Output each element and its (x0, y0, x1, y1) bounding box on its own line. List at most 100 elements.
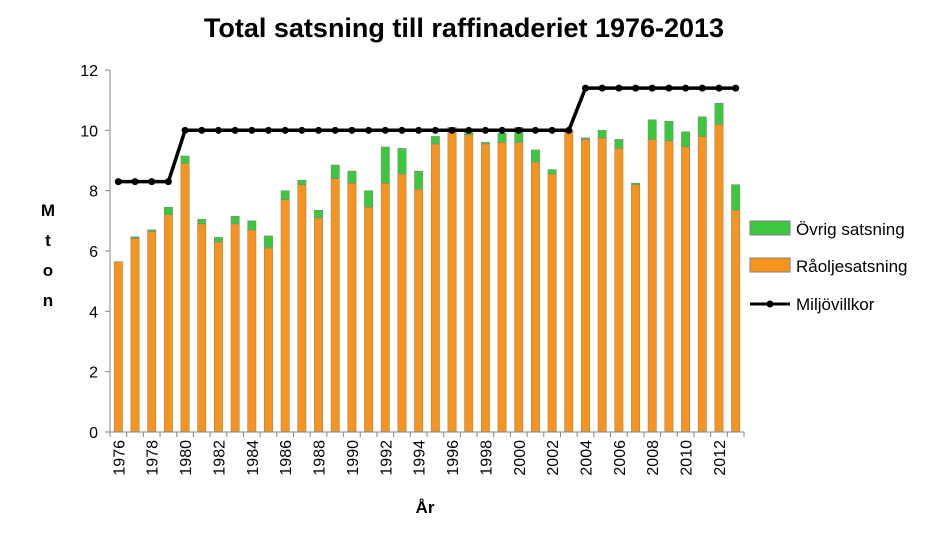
bar-ovrig-1981 (197, 219, 207, 225)
bar-raolje-1996 (447, 131, 457, 433)
point-miljovillkor-1986 (281, 126, 289, 134)
point-miljovillkor-1989 (331, 126, 339, 134)
bar-raolje-1983 (230, 223, 240, 433)
point-miljovillkor-1982 (214, 126, 222, 134)
bar-ovrig-1983 (230, 216, 240, 225)
point-miljovillkor-2000 (515, 126, 523, 134)
point-miljovillkor-1979 (164, 178, 172, 186)
point-miljovillkor-1980 (181, 126, 189, 134)
point-miljovillkor-1992 (381, 126, 389, 134)
point-miljovillkor-1983 (231, 126, 239, 134)
bar-raolje-2004 (581, 139, 590, 433)
bar-ovrig-2004 (581, 137, 590, 140)
x-tick-label: 2006 (612, 440, 629, 476)
bar-raolje-2002 (547, 173, 557, 433)
x-tick-label: 1980 (178, 440, 195, 476)
point-miljovillkor-1987 (298, 126, 306, 134)
bar-ovrig-1991 (364, 190, 374, 208)
x-tick-label: 1976 (111, 440, 128, 476)
legend-item-raolje: Råoljesatsning (749, 257, 908, 276)
bar-ovrig-1979 (163, 207, 173, 216)
x-tick-label: 1986 (278, 440, 295, 476)
legend: Övrig satsning Råoljesatsning Miljövillk… (749, 220, 908, 314)
bar-ovrig-1982 (214, 237, 223, 243)
x-tick-label: 1990 (345, 440, 362, 476)
bar-raolje-1981 (197, 223, 207, 433)
point-miljovillkor-2011 (698, 84, 706, 92)
x-tick-label: 1992 (378, 440, 395, 476)
legend-label-ovrig: Övrig satsning (796, 220, 905, 239)
point-miljovillkor-1978 (148, 178, 156, 186)
bar-ovrig-1998 (480, 142, 490, 145)
bar-raolje-2013 (731, 210, 741, 433)
point-miljovillkor-2008 (648, 84, 656, 92)
x-tick-label: 2004 (579, 440, 596, 476)
point-miljovillkor-1976 (114, 178, 122, 186)
x-tick-label: 1978 (145, 440, 162, 476)
bar-raolje-2007 (631, 184, 640, 433)
y-tick-label: 0 (89, 425, 98, 442)
bar-ovrig-2006 (614, 139, 624, 149)
bar-ovrig-1977 (130, 236, 140, 239)
point-miljovillkor-1996 (448, 126, 456, 134)
bar-ovrig-1992 (380, 146, 390, 184)
point-miljovillkor-1977 (131, 178, 139, 186)
bar-raolje-1986 (280, 199, 290, 433)
bar-raolje-1976 (113, 261, 123, 433)
bar-ovrig-1989 (330, 164, 340, 179)
bar-ovrig-1980 (180, 155, 190, 164)
bar-raolje-2000 (514, 142, 524, 433)
bar-raolje-2003 (564, 131, 574, 433)
legend-item-miljo: Miljövillkor (750, 295, 875, 314)
bar-ovrig-1994 (414, 170, 424, 190)
point-miljovillkor-1997 (465, 126, 473, 134)
y-tick-label: 12 (80, 63, 98, 80)
x-tick-label: 1982 (211, 440, 228, 476)
bar-ovrig-2010 (681, 131, 691, 148)
x-axis-label: År (416, 498, 435, 517)
point-miljovillkor-2004 (582, 84, 589, 92)
bar-ovrig-1987 (297, 179, 307, 185)
legend-label-miljo: Miljövillkor (796, 295, 875, 314)
bar-ovrig-2007 (631, 182, 640, 185)
point-miljovillkor-2001 (531, 126, 539, 134)
point-miljovillkor-1988 (315, 126, 323, 134)
bar-raolje-1987 (297, 184, 307, 433)
bar-ovrig-1978 (147, 229, 157, 232)
bar-ovrig-2011 (697, 116, 707, 137)
x-tick-label: 2010 (679, 440, 696, 476)
y-axis-label-char: n (43, 291, 53, 310)
y-tick-label: 4 (89, 304, 98, 321)
y-tick-label: 10 (80, 123, 98, 140)
legend-swatch-raolje (749, 257, 791, 273)
x-axis-ticks: 1976 1978 1980 1982 1984 1986 1988 1990 1992 1994… (109, 432, 745, 476)
bar-raolje-1980 (180, 163, 190, 433)
bar-ovrig-1995 (430, 136, 440, 145)
point-miljovillkor-1991 (365, 126, 373, 134)
y-tick-label: 2 (89, 365, 98, 382)
x-tick-label: 1994 (412, 440, 429, 476)
bar-ovrig-2005 (597, 130, 607, 139)
bar-ovrig-2013 (731, 184, 741, 211)
y-tick-label: 8 (89, 184, 98, 201)
bar-raolje-1984 (247, 229, 257, 433)
legend-swatch-ovrig (749, 220, 791, 236)
bar-raolje-2005 (597, 137, 607, 433)
point-miljovillkor-1981 (198, 126, 206, 134)
bar-raolje-2012 (714, 124, 724, 433)
x-tick-label: 1996 (445, 440, 462, 476)
bar-raolje-2009 (664, 140, 674, 433)
bar-raolje-1995 (430, 143, 440, 433)
y-tick-label: 6 (89, 244, 98, 261)
bar-raolje-1988 (314, 217, 323, 433)
point-miljovillkor-1985 (265, 126, 272, 134)
point-miljovillkor-2012 (715, 84, 723, 92)
bar-ovrig-1993 (397, 148, 407, 175)
bar-raolje-1985 (264, 247, 273, 433)
x-tick-label: 1984 (245, 440, 262, 476)
y-axis-label-char: t (45, 231, 51, 250)
point-miljovillkor-1990 (348, 126, 356, 134)
bar-raolje-2008 (647, 139, 657, 433)
bar-raolje-1994 (414, 188, 424, 433)
point-miljovillkor-2006 (615, 84, 623, 92)
